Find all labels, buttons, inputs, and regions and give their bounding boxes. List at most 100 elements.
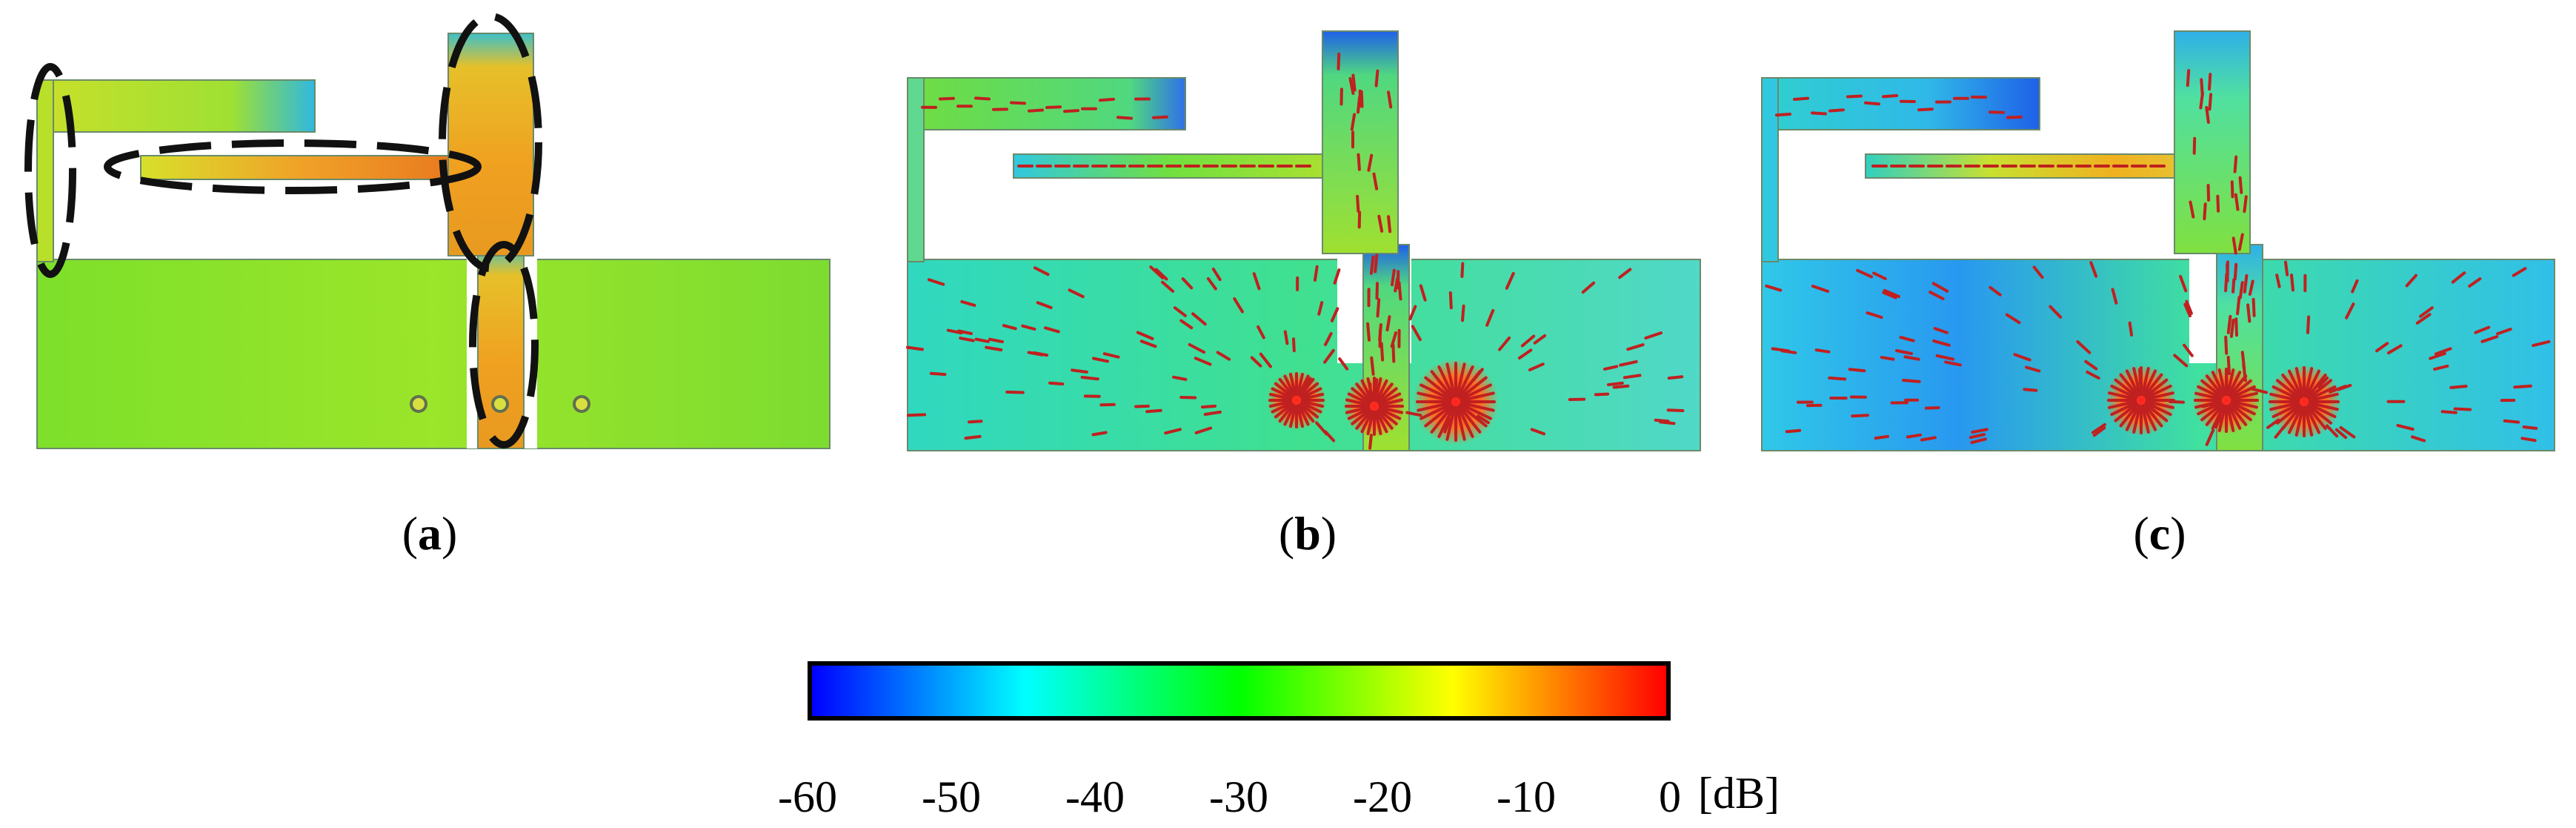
panel-b-hotspot [1267, 371, 1326, 430]
current-arrow [1437, 405, 1455, 438]
current-arrow [2086, 370, 2100, 380]
current-arrow [985, 345, 1003, 351]
current-arrow [1920, 436, 1937, 442]
panel-c-hotspot [2192, 366, 2260, 434]
current-arrow [1856, 268, 1874, 279]
colorbar-tick-label: -30 [1209, 772, 1268, 821]
current-arrow [960, 299, 976, 307]
current-arrow [1933, 327, 1948, 334]
current-arrow [1378, 398, 1403, 407]
current-arrow [1460, 401, 1495, 412]
current-arrow [1785, 428, 1802, 434]
current-arrow [1271, 387, 1293, 400]
current-arrow [1377, 382, 1394, 403]
current-arrow [2145, 391, 2174, 401]
colorbar-unit-label: [dB] [1698, 769, 1780, 818]
current-arrow [2173, 354, 2189, 368]
current-arrow [1360, 410, 1374, 434]
current-arrow [1324, 332, 1333, 346]
current-arrow [1459, 404, 1488, 428]
current-arrow [1387, 215, 1392, 234]
current-arrow [1377, 214, 1384, 233]
current-arrow [2234, 193, 2240, 211]
current-arrow [2246, 303, 2251, 323]
current-arrow [1505, 271, 1515, 290]
current-arrow [2281, 405, 2302, 430]
current-arrow [2308, 385, 2337, 401]
current-arrow [1044, 326, 1060, 334]
current-arrow [1460, 403, 1492, 420]
current-arrow [2145, 384, 2172, 400]
current-arrow [968, 420, 983, 424]
current-arrow [2429, 351, 2446, 360]
current-arrow [1374, 377, 1382, 403]
current-arrow [1355, 409, 1372, 430]
current-arrow [1899, 336, 1915, 342]
current-arrow [1618, 268, 1632, 279]
current-arrow [2250, 387, 2269, 394]
current-arrow [1498, 336, 1511, 351]
current-arrow [988, 337, 1004, 344]
current-arrow [2140, 367, 2150, 397]
current-arrow [1917, 107, 1934, 112]
current-arrow [2211, 371, 2226, 397]
current-arrow [1603, 365, 1619, 371]
current-arrow [1530, 428, 1545, 436]
current-arrow [2183, 343, 2194, 357]
current-arrow [1775, 113, 1791, 117]
current-arrow [2453, 407, 2472, 411]
current-arrow [2205, 428, 2215, 446]
current-arrow [2023, 388, 2038, 392]
current-arrow [1351, 387, 1371, 404]
current-arrow [2183, 302, 2191, 318]
panel-a-via [491, 395, 509, 413]
current-arrow [1194, 426, 1213, 434]
current-arrow [2226, 314, 2232, 334]
panel-b-hotspot [1343, 375, 1405, 437]
current-arrow [1369, 255, 1375, 275]
current-arrow [1459, 376, 1488, 400]
current-arrow [1355, 382, 1372, 403]
current-arrow [1391, 343, 1396, 363]
current-arrow [1828, 376, 1847, 381]
current-arrow [1408, 305, 1417, 321]
current-arrow [1846, 94, 1863, 99]
current-arrow [1323, 348, 1335, 364]
current-arrow [1063, 109, 1079, 113]
current-arrow [2294, 367, 2305, 398]
current-arrow [1283, 404, 1296, 426]
current-arrow [1375, 410, 1388, 434]
current-arrow [2200, 379, 2223, 398]
current-arrow [946, 328, 963, 335]
current-arrow [1944, 360, 1962, 367]
current-arrow [1765, 284, 1783, 292]
current-arrow [1216, 351, 1231, 361]
current-arrow [1211, 268, 1222, 282]
current-arrow [2211, 404, 2226, 430]
current-arrow [1626, 343, 1645, 351]
current-arrow [1181, 277, 1194, 290]
current-arrow [1374, 254, 1379, 274]
colorbar-tick-label: 0 [1659, 772, 1681, 821]
current-arrow [1517, 348, 1533, 360]
current-arrow [1257, 325, 1265, 340]
current-arrow [2049, 305, 2063, 319]
current-arrow [1161, 280, 1174, 293]
current-arrow [1164, 428, 1182, 435]
current-arrow [2227, 404, 2242, 430]
current-arrow [2229, 374, 2248, 397]
current-arrow [1851, 414, 1869, 418]
current-arrow [2248, 279, 2254, 296]
current-arrow [2496, 328, 2512, 336]
current-arrow [1330, 307, 1339, 322]
current-arrow [1194, 357, 1212, 366]
current-arrow [1460, 391, 1495, 403]
current-arrow [1461, 304, 1465, 322]
current-arrow [1297, 374, 1310, 397]
current-arrow [1814, 348, 1831, 354]
panel-a-left-vertical [36, 79, 54, 262]
panel-a-highlight-feed [469, 241, 539, 448]
current-arrow [1375, 379, 1388, 403]
current-arrow [1430, 405, 1454, 434]
